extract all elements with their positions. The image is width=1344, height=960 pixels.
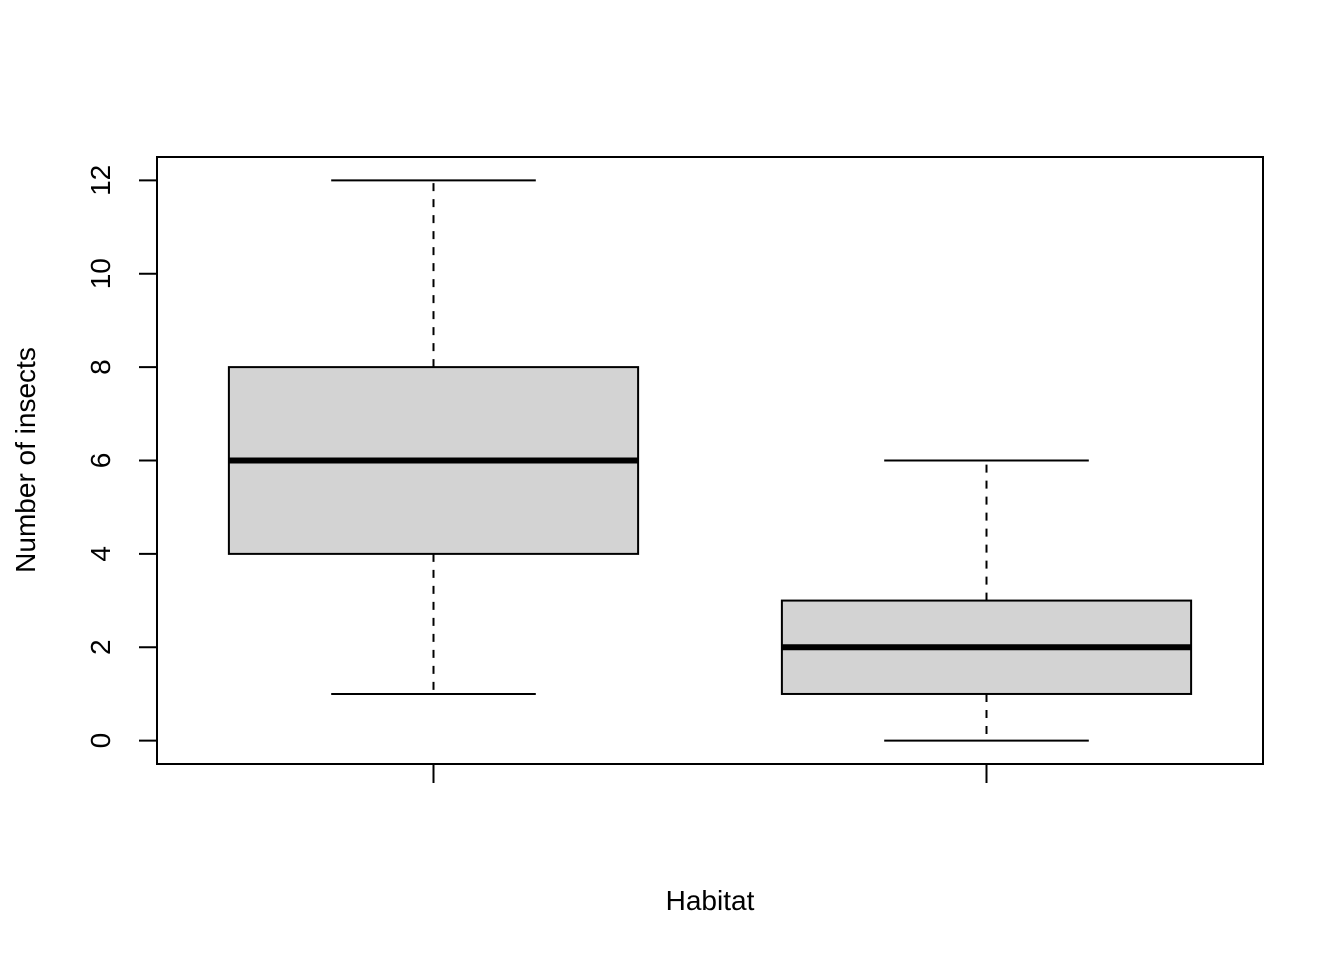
y-tick-label: 8 — [85, 359, 116, 375]
x-axis-title: Habitat — [666, 885, 755, 916]
box-group — [780, 459, 1193, 742]
y-axis: 0 2 4 6 8 10 12 — [85, 165, 158, 749]
y-tick-label: 2 — [85, 639, 116, 655]
y-tick-label: 6 — [85, 453, 116, 469]
boxes-layer — [227, 179, 1193, 742]
y-tick-label: 12 — [85, 165, 116, 196]
y-tick-label: 0 — [85, 733, 116, 749]
box-group — [227, 179, 640, 695]
y-axis-title: Number of insects — [10, 347, 41, 573]
y-tick-label: 10 — [85, 258, 116, 289]
x-axis — [432, 764, 988, 783]
y-tick-label: 4 — [85, 546, 116, 562]
